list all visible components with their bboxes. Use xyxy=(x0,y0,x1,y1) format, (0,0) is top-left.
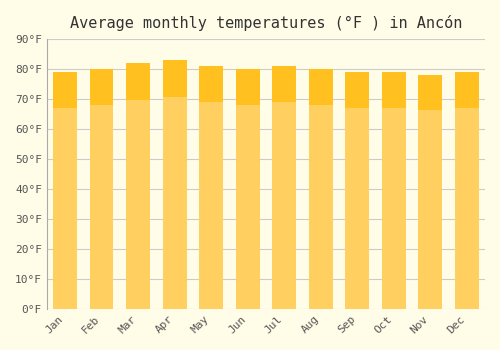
Bar xyxy=(455,72,478,309)
Bar xyxy=(54,72,77,107)
Bar xyxy=(200,66,223,103)
Bar xyxy=(418,75,442,110)
Bar xyxy=(309,69,332,105)
Bar xyxy=(90,69,114,309)
Bar xyxy=(309,69,332,309)
Bar xyxy=(455,72,478,107)
Bar xyxy=(382,72,406,107)
Bar xyxy=(54,72,77,309)
Bar xyxy=(418,75,442,309)
Bar xyxy=(163,60,186,309)
Title: Average monthly temperatures (°F ) in Ancón: Average monthly temperatures (°F ) in An… xyxy=(70,15,462,31)
Bar xyxy=(346,72,369,309)
Bar xyxy=(382,72,406,309)
Bar xyxy=(272,66,296,103)
Bar xyxy=(163,60,186,97)
Bar xyxy=(90,69,114,105)
Bar xyxy=(200,66,223,309)
Bar xyxy=(126,63,150,309)
Bar xyxy=(236,69,260,105)
Bar xyxy=(346,72,369,107)
Bar xyxy=(272,66,296,309)
Bar xyxy=(236,69,260,309)
Bar xyxy=(126,63,150,100)
